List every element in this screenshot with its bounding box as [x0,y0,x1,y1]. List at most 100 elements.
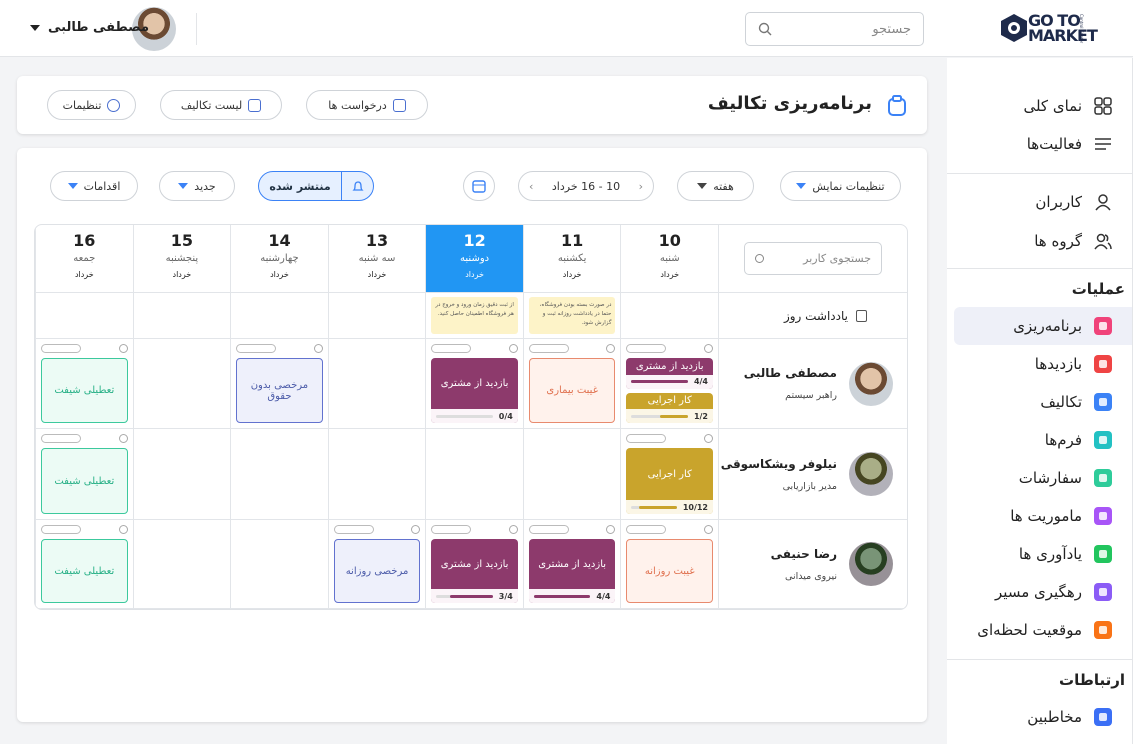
shift-card[interactable]: کار اجرایی 10/12 [626,448,713,514]
item-label: فعالیت‌ها [1026,135,1082,153]
more-button[interactable] [41,524,82,534]
user-search[interactable]: جستجوی کاربر [744,242,882,275]
sidebar-item[interactable]: مخاطبین [947,698,1132,736]
shift-list: مرخصی روزانه [333,539,421,603]
shift-cell: مرخصی بدون حقوق [230,339,328,429]
settings-button[interactable]: تنظیمات [47,90,136,120]
more-button[interactable] [236,343,277,353]
cell-controls [426,342,523,354]
sidebar-item[interactable]: تکالیف [947,383,1132,421]
requests-button[interactable]: درخواست ها [306,90,428,120]
published-toggle[interactable]: منتشر شده [258,171,374,201]
sidebar-item[interactable]: رهگیری مسیر [947,573,1132,611]
more-button[interactable] [626,433,667,443]
shift-card[interactable]: بازدید از مشتری 4/4 [528,539,616,603]
add-button[interactable] [508,343,518,353]
shift-progress: 1/2 [626,409,713,423]
add-button[interactable] [704,343,713,353]
more-button[interactable] [41,343,82,353]
add-button[interactable] [118,433,128,443]
shift-card[interactable]: تعطیلی شیفت [41,448,128,514]
shift-card[interactable]: غیبت روزانه [626,539,713,603]
sidebar-item[interactable]: سفارشات [947,459,1132,497]
sidebar-item[interactable]: ماموریت ها [947,497,1132,535]
shift-progress: 10/12 [626,500,713,514]
display-settings[interactable]: تنظیمات نمایش [780,171,901,201]
actions-button[interactable]: اقدامات [50,171,138,201]
add-button[interactable] [606,343,616,353]
range-label: 10 - 16 خرداد [551,179,621,193]
caret [30,24,40,31]
sidebar-item[interactable]: برنامه‌ریزی [954,307,1132,345]
calendar-button[interactable] [463,171,495,201]
search[interactable]: جستجو [745,12,924,46]
user-cell: رضا حنیفی نیروی میدانی [718,520,907,609]
sidebar-item[interactable]: نمای کلی [947,87,1132,125]
cell-controls [329,523,426,535]
icon [1094,583,1112,601]
prev[interactable]: › [529,179,534,193]
sidebar-item[interactable]: گروه ها [947,222,1132,260]
shift-cell [132,429,231,520]
sidebar-item[interactable]: یادآوری ها [947,535,1132,573]
user-avatar[interactable] [132,7,176,51]
sidebar-item[interactable]: فرم‌ها [947,421,1132,459]
sidebar-item[interactable]: بازدیدها [947,345,1132,383]
shift-card[interactable]: تعطیلی شیفت [41,539,128,603]
item-label: تکالیف [1040,393,1082,411]
shift-card[interactable]: مرخصی بدون حقوق [236,358,323,423]
more-button[interactable] [528,524,569,534]
shift-card[interactable]: غیبت بیماری [528,358,616,423]
shift-label: تعطیلی شیفت [54,475,115,487]
more-button[interactable] [41,433,82,443]
day-name: پنجشنبه [165,253,199,264]
new-button[interactable]: جدید [159,171,235,201]
add-button[interactable] [313,343,323,353]
more-button[interactable] [626,524,667,534]
range-picker[interactable]: ‹ 10 - 16 خرداد › [518,171,654,201]
add-button[interactable] [118,524,128,534]
add-button[interactable] [606,524,616,534]
more-button[interactable] [431,524,472,534]
next[interactable]: ‹ [638,179,643,193]
shift-card[interactable]: تعطیلی شیفت [41,358,128,423]
shift-card[interactable]: بازدید از مشتری 3/4 [431,539,518,603]
more-button[interactable] [626,343,667,353]
add-button[interactable] [508,524,518,534]
user-menu[interactable]: مصطفی طالبی [30,20,149,35]
progress-count: 4/4 [693,377,708,386]
icon [1094,507,1112,525]
more-button[interactable] [333,524,374,534]
shift-card[interactable]: بازدید از مشتری 0/4 [431,358,518,423]
item-label: برنامه‌ریزی [1013,317,1082,335]
day-note: در صورت بسته بودن فروشگاه، حتما در یاددا… [528,297,616,334]
progress-bar [533,594,591,598]
more-button[interactable] [528,343,569,353]
more-button[interactable] [431,343,472,353]
progress-bar [631,505,677,509]
shift-list: مرخصی بدون حقوق [236,358,323,423]
add-button[interactable] [411,524,421,534]
tasks-button[interactable]: لیست تکالیف [160,90,282,120]
shift-cell [230,520,328,609]
add-button[interactable] [704,524,713,534]
user-avatar [849,542,893,586]
add-button[interactable] [704,433,713,443]
shift-card[interactable]: کار اجرایی 1/2 [626,392,713,423]
day-name: یکشنبه [557,253,587,264]
shift-card[interactable]: بازدید از مشتری 4/4 [626,358,713,389]
sidebar-item[interactable]: فعالیت‌ها [947,125,1132,163]
shift-card[interactable]: مرخصی روزانه [333,539,421,603]
shift-progress: 4/4 [528,589,616,603]
logo-top: GO TO [1028,11,1081,30]
caret [697,183,708,189]
logo[interactable]: GO TO MARKET Control Center [999,11,1099,45]
view-select[interactable]: هفته [677,171,754,201]
shift-cell: بازدید از مشتری 0/4 [425,339,523,429]
sidebar-item[interactable]: موقعیت لحظه‌ای [947,611,1132,649]
sidebar-item[interactable]: کاربران [947,183,1132,221]
icon [1094,469,1112,487]
header: GO TO MARKET Control Center جستجو مصطفی … [0,0,1133,57]
button-label: درخواست ها [328,98,387,112]
add-button[interactable] [118,343,128,353]
